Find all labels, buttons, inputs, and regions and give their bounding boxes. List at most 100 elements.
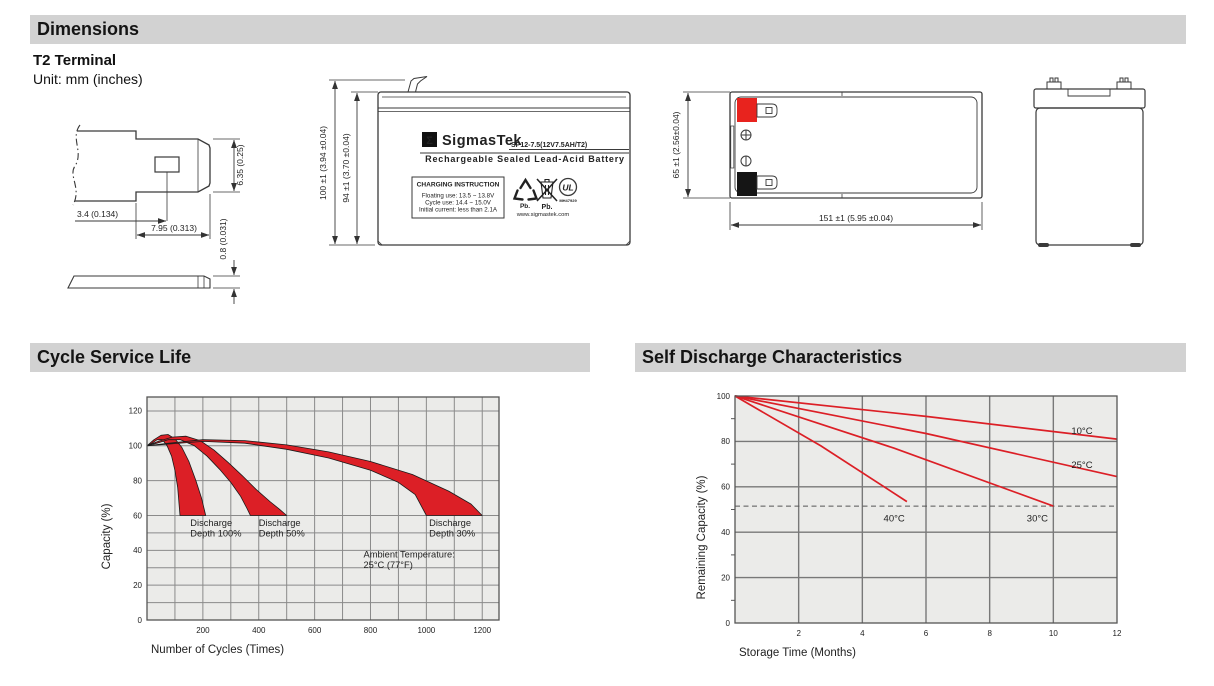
dim-length: 151 ±1 (5.95 ±0.04) (819, 213, 893, 223)
svg-text:1200: 1200 (473, 626, 491, 635)
svg-text:100: 100 (129, 442, 143, 451)
trash-bin-pb-icon (536, 178, 558, 202)
brand-name: SigmasTek (442, 133, 522, 149)
extension-lines (329, 79, 405, 246)
svg-text:80: 80 (721, 437, 730, 446)
case-inner-outline (734, 96, 978, 194)
positive-terminal-blade (756, 103, 778, 118)
svg-text:100: 100 (717, 392, 731, 401)
unit-note: Unit: mm (inches) (33, 71, 143, 87)
foot-marks (377, 240, 631, 246)
tick-labels: 0 20 40 60 80 100 2 4 6 8 10 12 (717, 392, 1122, 638)
x-axis-title: Number of Cycles (Times) (151, 644, 284, 656)
svg-text:10: 10 (1049, 629, 1058, 638)
x-axis-title: Storage Time (Months) (739, 647, 856, 659)
svg-text:25°C (77°F): 25°C (77°F) (364, 560, 413, 570)
charging-cycle: Cycle use: 14.4 ~ 15.0V (425, 200, 492, 207)
cycle-service-life-section-header: Cycle Service Life (30, 343, 590, 372)
charging-instruction-box (411, 176, 505, 219)
dim-height: 65 ±1 (2.56±0.04) (671, 111, 681, 178)
charging-title: CHARGING INSTRUCTION (417, 182, 500, 189)
svg-text:2: 2 (796, 629, 801, 638)
negative-terminal-block (737, 172, 757, 196)
svg-text:Discharge: Discharge (259, 518, 301, 528)
model-number: SP12-7.5(12V7.5AH/T2) (511, 142, 587, 149)
extension-lines (135, 194, 211, 239)
self-discharge-section-header: Self Discharge Characteristics (635, 343, 1186, 372)
svg-text:600: 600 (308, 626, 322, 635)
terminal-hole (154, 156, 180, 173)
svg-text:200: 200 (196, 626, 210, 635)
svg-text:6: 6 (924, 629, 929, 638)
battery-end-view (1033, 77, 1146, 247)
end-body (1035, 107, 1144, 246)
y-axis-title: Capacity (%) (101, 503, 113, 569)
plot-border (146, 396, 500, 621)
gridlines (735, 396, 1117, 623)
foot-left (1038, 243, 1049, 247)
svg-text:400: 400 (252, 626, 266, 635)
svg-text:20: 20 (133, 581, 142, 590)
end-cap (1033, 88, 1146, 109)
side-slot (730, 125, 735, 169)
extension-lines (213, 138, 240, 193)
svg-text:80: 80 (133, 476, 142, 485)
ul-letters: UL (562, 183, 573, 193)
website-url: www.sigmastek.com (516, 212, 570, 218)
svg-text:40: 40 (133, 546, 142, 555)
svg-text:4: 4 (860, 629, 865, 638)
recycle-pb-icon (512, 177, 539, 201)
dim-tab-offset: 3.4 (0.134) (77, 209, 118, 219)
extension-lines (683, 91, 730, 199)
minor-y-ticks (731, 418, 735, 601)
t2-terminal-detail-drawing: 6.35 (0.25) 3.4 (0.134) 7.95 (0.313) 0.8… (67, 124, 245, 304)
svg-text:1000: 1000 (417, 626, 435, 635)
strip-ticks (197, 276, 205, 288)
svg-text:60: 60 (133, 511, 142, 520)
svg-text:Depth 50%: Depth 50% (259, 528, 305, 538)
svg-text:40: 40 (721, 528, 730, 537)
battery-front-view: 100 ±1 (3.94 ±0.04) 94 ±1 (3.70 ±0.04) Σ… (318, 76, 631, 246)
svg-text:800: 800 (364, 626, 378, 635)
dim-tab-thickness: 0.8 (0.031) (218, 218, 228, 259)
self-discharge-chart: 10°C 25°C 30°C 40°C 0 20 40 60 80 100 2 4 6 8 10 12 Stor… (696, 392, 1122, 659)
svg-text:0: 0 (138, 616, 143, 625)
positive-terminal-block (737, 98, 757, 122)
ul-mark-icon (558, 177, 578, 197)
pb-recycle-label: Pb. (520, 203, 530, 210)
svg-text:Depth 100%: Depth 100% (190, 528, 241, 538)
terminal-tab-outline (75, 130, 211, 202)
svg-text:Ambient Temperature:: Ambient Temperature: (364, 549, 455, 559)
pb-bin-label: Pb. (542, 204, 553, 211)
terminal-side-view (67, 275, 211, 289)
case-outline (729, 91, 983, 199)
svg-text:60: 60 (721, 483, 730, 492)
svg-text:40°C: 40°C (884, 514, 905, 525)
dim-total-height: 100 ±1 (3.94 ±0.04) (318, 126, 328, 200)
battery-top-view: 65 ±1 (2.56±0.04) 151 ±1 (5.95 ±0.04) (671, 91, 983, 230)
temperature-series: 10°C 25°C 30°C 40°C (734, 395, 1118, 525)
dim-tab-width: 6.35 (0.25) (235, 144, 245, 185)
charging-floating: Floating use: 13.5 ~ 13.8V (422, 193, 495, 200)
dimensions-section-header: Dimensions (30, 15, 1186, 44)
terminal-type-label: T2 Terminal (33, 52, 117, 69)
plus-symbol-icon (740, 129, 752, 141)
charging-initial: Initial current: less than 2.1A (419, 207, 498, 214)
svg-text:30°C: 30°C (1027, 514, 1048, 525)
extension-lines (213, 275, 240, 289)
svg-text:Discharge: Discharge (190, 518, 232, 528)
svg-text:12: 12 (1113, 629, 1122, 638)
sigma-logo-icon: Σ (426, 135, 433, 147)
svg-text:Discharge: Discharge (429, 518, 471, 528)
dim-tab-length: 7.95 (0.313) (151, 223, 197, 233)
battery-subtitle: Rechargeable Sealed Lead-Acid Battery (425, 154, 625, 164)
y-axis-title: Remaining Capacity (%) (696, 475, 708, 599)
svg-text:Depth 30%: Depth 30% (429, 528, 475, 538)
minus-symbol-icon (740, 155, 752, 167)
foot-right (1130, 243, 1141, 247)
terminal-blade-side (407, 76, 428, 93)
svg-text:0: 0 (726, 619, 731, 628)
svg-text:10°C: 10°C (1071, 426, 1092, 437)
discharge-depth-bands (146, 434, 483, 516)
